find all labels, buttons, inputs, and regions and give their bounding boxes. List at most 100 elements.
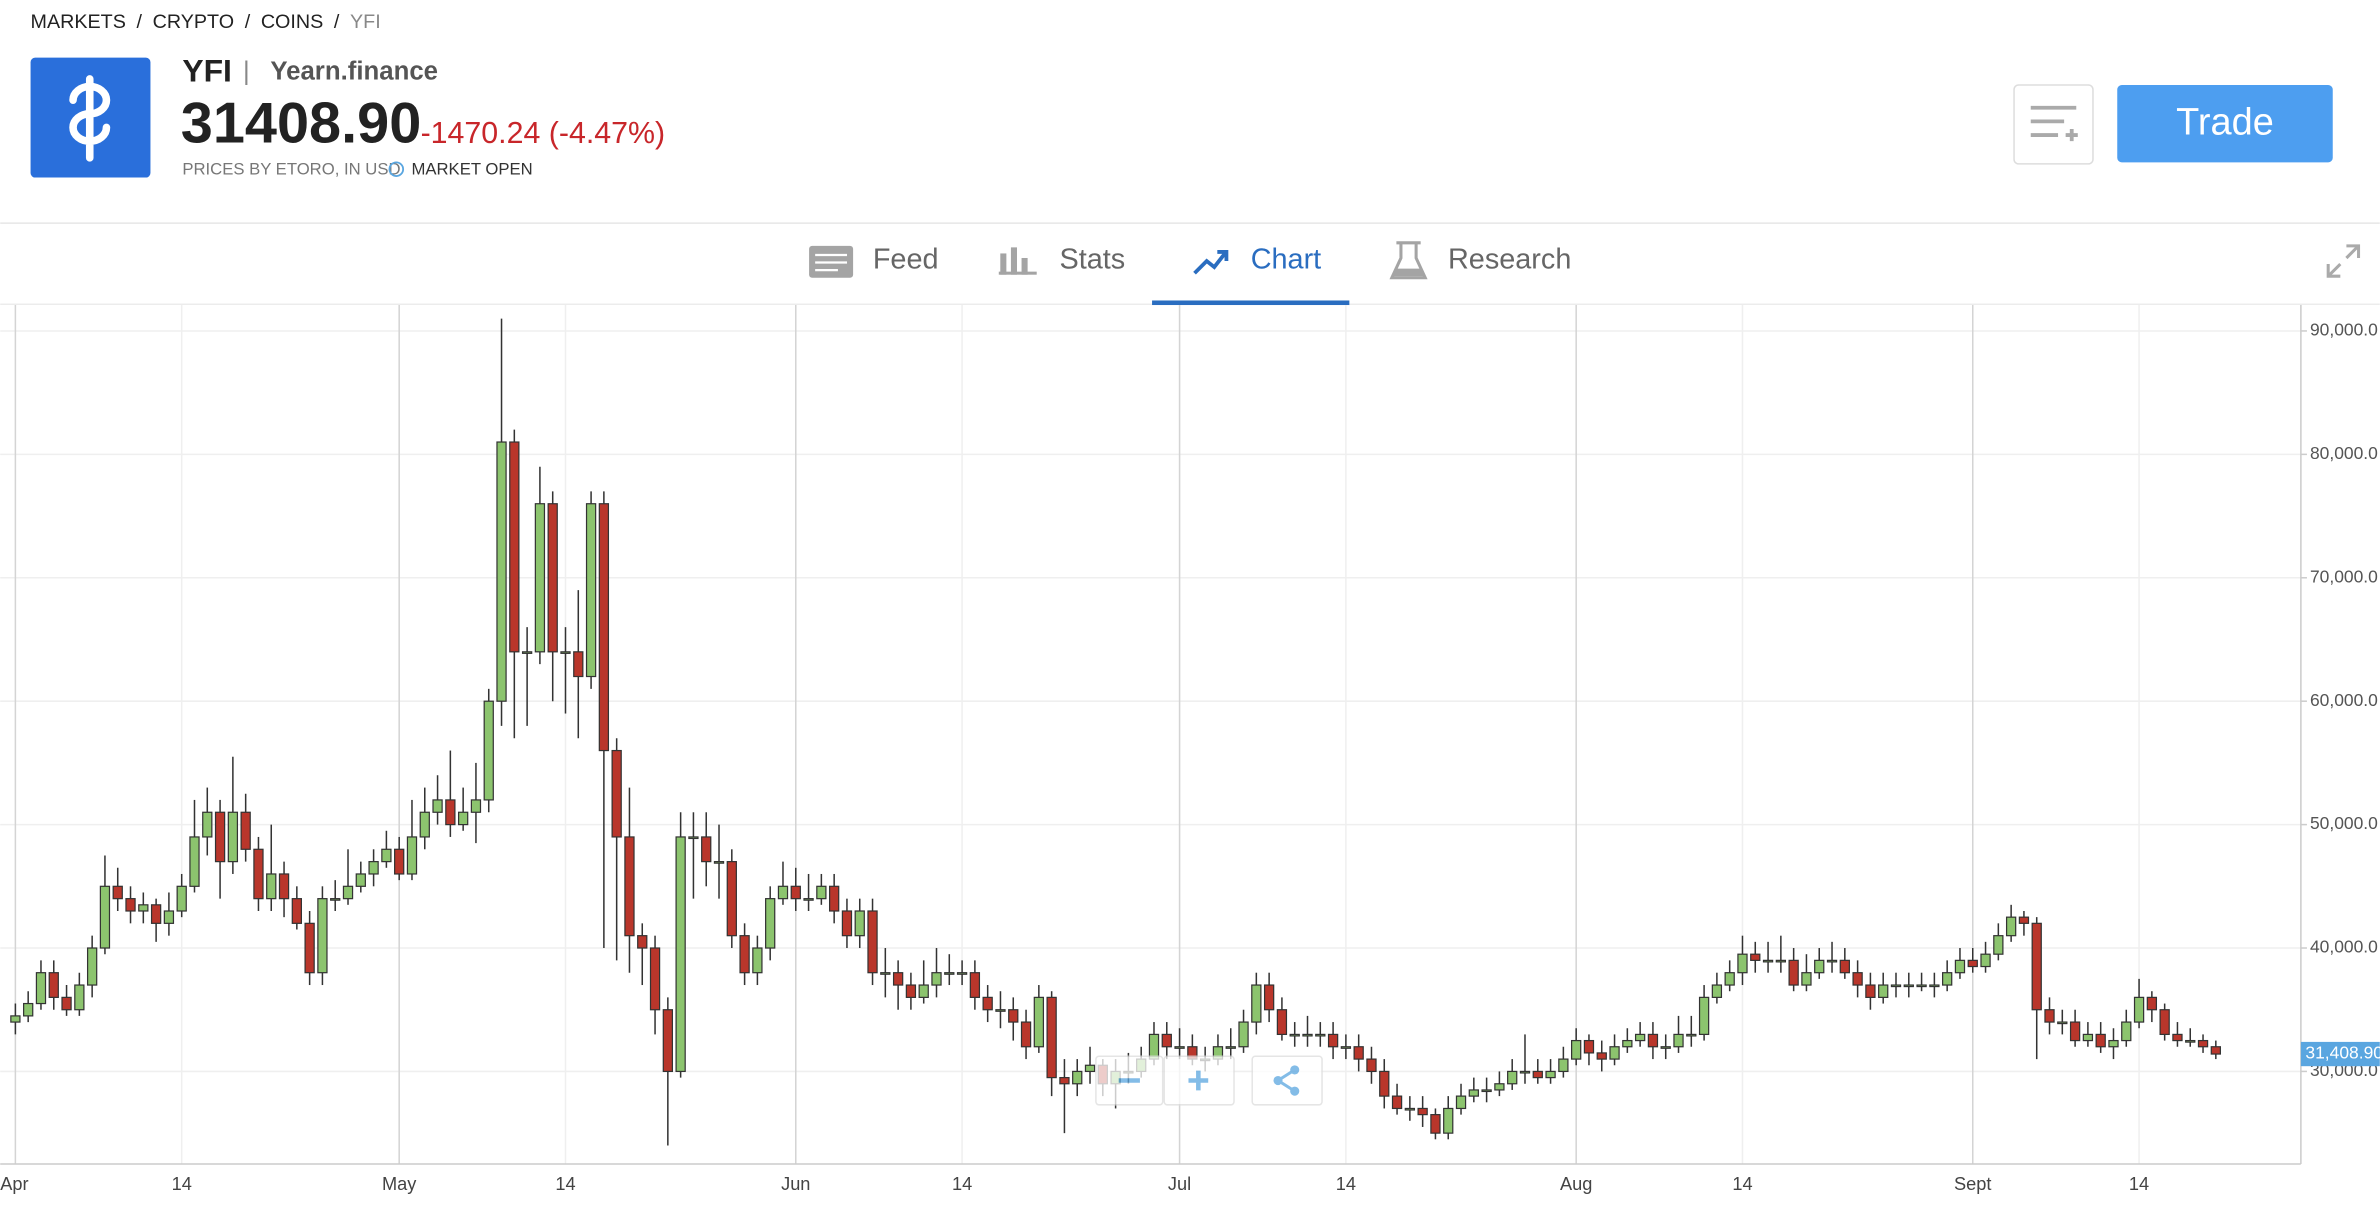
candle-body	[1571, 1039, 1582, 1060]
candle-body	[2121, 1021, 2132, 1042]
y-tick-label: 80,000.0	[2310, 443, 2378, 463]
trade-button[interactable]: Trade	[2117, 84, 2333, 163]
candle-body	[1942, 972, 1953, 986]
tab-label[interactable]: Feed	[873, 244, 939, 276]
candle-body	[547, 503, 558, 653]
candle-body	[304, 922, 315, 974]
candle-body	[1673, 1033, 1684, 1048]
candle-body	[560, 651, 571, 654]
trade-bg[interactable]	[2117, 84, 2333, 163]
candle-body	[918, 984, 929, 998]
candle-body	[828, 885, 840, 912]
breadcrumb-separator: /	[137, 11, 143, 33]
candle-body	[1750, 953, 1761, 961]
tab-label[interactable]: Stats	[1059, 244, 1125, 276]
candle-body	[637, 935, 648, 949]
candle-body	[931, 972, 942, 986]
candle-body	[1826, 959, 1838, 963]
x-tick-label: 14	[2129, 1174, 2149, 1194]
candle-body	[649, 947, 661, 1011]
y-tick-label: 90,000.0	[2310, 320, 2378, 340]
candle-body	[1379, 1070, 1390, 1097]
candle-body	[483, 700, 494, 801]
breadcrumb: MARKETS / CRYPTO / COINS / YFI	[31, 11, 381, 33]
candle-body	[816, 885, 827, 900]
breadcrumb-item[interactable]: CRYPTO	[153, 11, 234, 33]
candle-body	[841, 910, 853, 937]
candle-body	[995, 1009, 1006, 1012]
market-status: MARKET OPEN	[411, 159, 532, 178]
tab-underline	[1152, 300, 1350, 306]
watchlist-bg[interactable]	[2013, 84, 2094, 165]
candle-body	[2108, 1039, 2119, 1048]
candle-body	[2159, 1009, 2170, 1036]
candle-body	[1315, 1033, 1326, 1037]
candle-body	[739, 935, 750, 974]
x-tick-label: Apr	[0, 1174, 28, 1194]
candle-body	[1865, 984, 1876, 998]
candle-body	[662, 1009, 674, 1073]
candle-body	[701, 836, 712, 863]
candle-body	[1008, 1009, 1019, 1023]
y-tick-label: 50,000.0	[2310, 813, 2378, 833]
candle-body	[1980, 953, 1991, 968]
candle-body	[905, 984, 917, 998]
candle-body	[189, 836, 200, 887]
candle-body	[202, 811, 213, 838]
symbol: YFI	[182, 52, 232, 88]
trade-label[interactable]: Trade	[2176, 101, 2274, 143]
tab-label[interactable]: Research	[1448, 244, 1571, 276]
candle-body	[214, 811, 226, 863]
x-tick-label: 14	[172, 1174, 192, 1194]
candle-body	[1583, 1039, 1595, 1054]
candle-body	[125, 898, 136, 912]
candle-body	[1417, 1107, 1428, 1116]
x-tick-label: 14	[952, 1174, 972, 1194]
candle-body	[381, 848, 392, 863]
candle-body	[726, 861, 737, 937]
candle-body	[1993, 935, 2004, 955]
candle-body	[1698, 996, 1710, 1036]
candle-body	[688, 836, 699, 840]
candle-body	[1404, 1107, 1416, 1111]
candle-body	[1788, 959, 1799, 986]
breadcrumb-item[interactable]: COINS	[261, 11, 323, 33]
candle-body	[2005, 916, 2017, 937]
y-tick-label: 60,000.0	[2310, 690, 2378, 710]
candle-body	[611, 749, 622, 838]
candle-body	[1225, 1046, 1236, 1049]
candle-body	[2082, 1033, 2094, 1042]
candle-body	[10, 1015, 21, 1023]
zoom-in-icon	[1188, 1070, 1209, 1091]
fullscreen-icon[interactable]	[2326, 244, 2361, 278]
candle-body	[445, 799, 456, 826]
x-tick-label: 14	[1732, 1174, 1752, 1194]
candle-body	[1443, 1107, 1454, 1134]
candle-body	[675, 836, 686, 1073]
candle-body	[803, 898, 814, 901]
watchlist-button[interactable]	[2013, 84, 2094, 165]
price: 31408.90	[181, 92, 421, 156]
candle-body	[1686, 1033, 1697, 1037]
candle-body	[585, 503, 597, 678]
candle-body	[1967, 959, 1978, 968]
candle-body	[1251, 984, 1262, 1023]
candle-body	[317, 898, 328, 974]
candle-body	[2095, 1033, 2106, 1048]
candle-body	[1353, 1046, 1364, 1060]
candle-body	[790, 885, 801, 900]
candle-body	[1724, 972, 1735, 986]
x-tick-label: Sept	[1954, 1174, 1991, 1194]
candle-body	[406, 836, 418, 875]
tab-label[interactable]: Chart	[1251, 244, 1322, 276]
candle-body	[880, 972, 891, 975]
breadcrumb-item[interactable]: MARKETS	[31, 11, 126, 33]
x-tick-label: May	[382, 1174, 417, 1194]
candle-body	[1929, 984, 1940, 988]
stats-icon	[998, 247, 1037, 275]
share-button[interactable]	[1251, 1055, 1323, 1106]
candle-body	[1059, 1076, 1070, 1085]
candle-body	[1302, 1033, 1313, 1037]
